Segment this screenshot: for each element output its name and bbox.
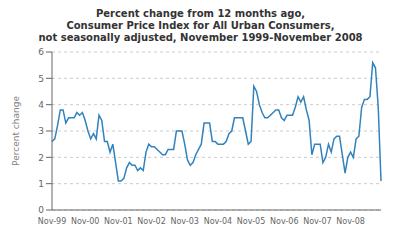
svg-text:Nov-03: Nov-03: [170, 217, 198, 226]
svg-text:Nov-99: Nov-99: [38, 217, 66, 226]
svg-text:Nov-06: Nov-06: [270, 217, 298, 226]
svg-text:Nov-08: Nov-08: [336, 217, 364, 226]
html-text:Percent change from 12 months: Percent change from 12 months ago, Consu…: [38, 8, 363, 43]
svg-text:Nov-02: Nov-02: [137, 217, 165, 226]
svg-text:3: 3: [38, 126, 44, 136]
svg-text:5: 5: [38, 74, 44, 84]
svg-text:4: 4: [38, 100, 44, 110]
svg-text:Percent change: Percent change: [11, 96, 21, 166]
svg-text:Nov-00: Nov-00: [71, 217, 99, 226]
svg-text:Nov-01: Nov-01: [104, 217, 132, 226]
svg-text:Nov-04: Nov-04: [204, 217, 232, 226]
svg-text:Nov-05: Nov-05: [237, 217, 265, 226]
svg-text:0: 0: [38, 205, 44, 215]
svg-text:1: 1: [38, 179, 44, 189]
svg-text:Nov-07: Nov-07: [303, 217, 331, 226]
svg-text:6: 6: [38, 47, 44, 57]
svg-text:2: 2: [38, 153, 44, 163]
